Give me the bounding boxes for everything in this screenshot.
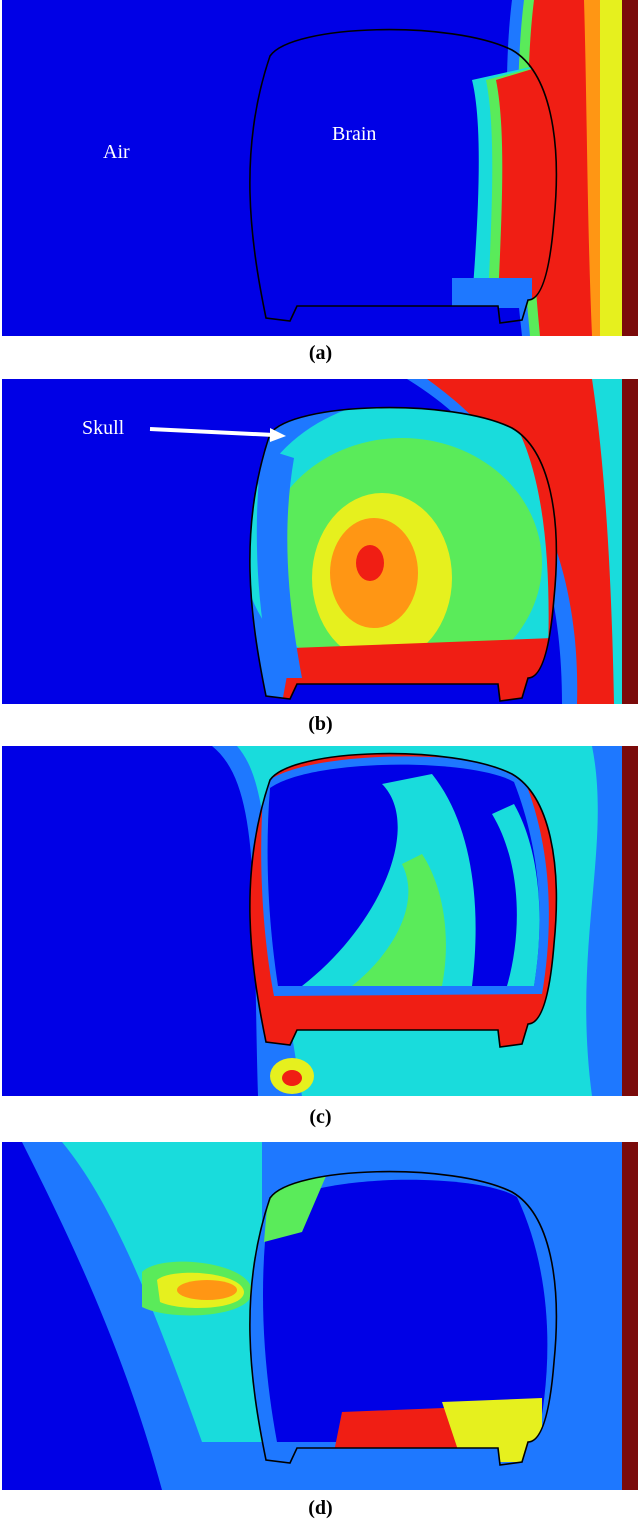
panel-d bbox=[2, 1142, 638, 1490]
caption-d: (d) bbox=[308, 1497, 333, 1519]
panel-b: Skull bbox=[2, 379, 638, 704]
caption-a: (a) bbox=[308, 342, 333, 364]
panel-c-field bbox=[2, 746, 638, 1096]
brain-label: Brain bbox=[332, 123, 377, 145]
caption-c: (c) bbox=[309, 1106, 332, 1128]
skull-label: Skull bbox=[82, 417, 125, 439]
caption-b: (b) bbox=[308, 713, 333, 735]
panel-d-field bbox=[2, 1142, 638, 1490]
panel-c bbox=[2, 746, 638, 1096]
panel-a-field bbox=[2, 0, 638, 336]
panel-a: Air Brain bbox=[2, 0, 638, 336]
panel-b-field bbox=[2, 379, 638, 704]
air-label: Air bbox=[103, 141, 130, 163]
